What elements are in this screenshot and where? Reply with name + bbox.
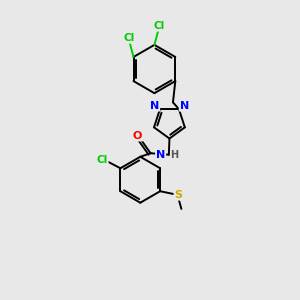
Text: N: N	[150, 101, 159, 111]
Text: O: O	[133, 130, 142, 141]
Text: Cl: Cl	[97, 155, 108, 165]
Text: H: H	[170, 150, 178, 160]
Text: Cl: Cl	[124, 33, 135, 43]
Text: Cl: Cl	[153, 21, 164, 31]
Text: N: N	[180, 101, 189, 111]
Text: N: N	[156, 150, 165, 160]
Text: S: S	[174, 190, 182, 200]
